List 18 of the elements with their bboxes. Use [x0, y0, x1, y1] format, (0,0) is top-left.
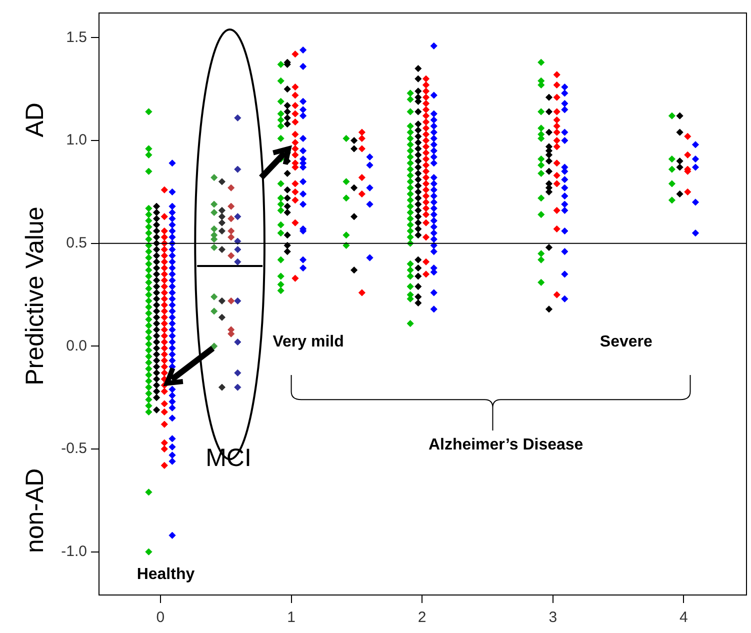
y-tick-label: 0.5 [66, 234, 87, 252]
y-axis-title: Predictive Value [20, 206, 49, 386]
y-tick-label: -0.5 [61, 440, 87, 458]
annotation: Healthy [136, 566, 195, 583]
x-tick-label: 0 [156, 609, 165, 626]
text: non-AD [20, 468, 49, 554]
y-tick-label: 1.0 [66, 132, 87, 149]
annotation: Very mild [272, 333, 344, 350]
annotation: Severe [600, 333, 652, 350]
x-tick-label: 2 [418, 609, 426, 626]
y-tick-label: 1.5 [66, 28, 87, 46]
text: AD [20, 102, 49, 138]
x-tick-label: 3 [548, 609, 558, 626]
y-tick-label: 0.0 [66, 337, 87, 354]
x-tick-label: 1 [287, 609, 296, 626]
annotation: Alzheimer’s Disease [428, 436, 584, 454]
y-tick-label: -1.0 [61, 542, 87, 560]
x-tick-label: 4 [680, 609, 688, 626]
